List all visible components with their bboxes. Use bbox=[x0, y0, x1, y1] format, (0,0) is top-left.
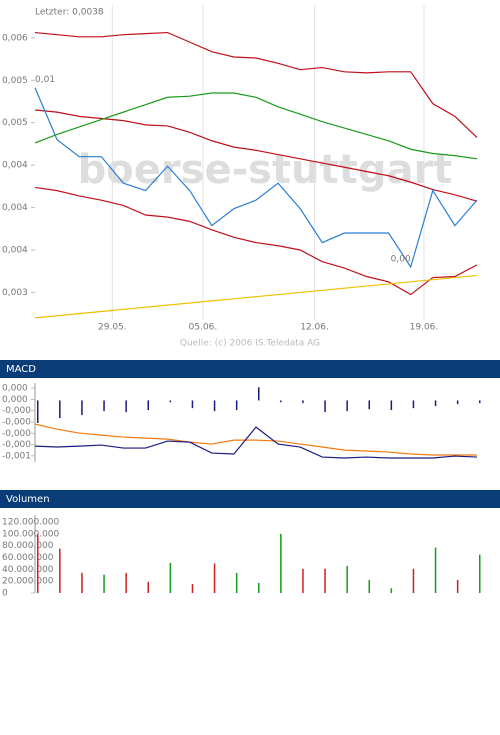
bar bbox=[390, 400, 393, 411]
y-tick-label: 0,000 bbox=[2, 395, 28, 405]
y-tick-label: -0,000 bbox=[2, 417, 31, 427]
series-line bbox=[34, 92, 478, 160]
y-tick-label: 0,004 bbox=[2, 161, 28, 171]
data-label: 0,01 bbox=[35, 75, 55, 85]
bar bbox=[103, 400, 105, 412]
y-tick-label: 0,006 bbox=[2, 33, 28, 43]
y-tick-label: 0,005 bbox=[2, 118, 28, 128]
volume-header bbox=[0, 490, 500, 508]
x-tick-label: 19.06. bbox=[410, 323, 439, 333]
bar bbox=[37, 533, 39, 593]
y-tick-label: 0,003 bbox=[2, 288, 28, 298]
bar bbox=[479, 554, 481, 593]
bar bbox=[235, 400, 238, 411]
bar bbox=[412, 568, 415, 593]
macd-header bbox=[0, 360, 500, 378]
y-tick-label: 100.000.000 bbox=[2, 529, 60, 539]
y-tick-label: 60.000.000 bbox=[2, 553, 54, 563]
y-tick-label: 20.000.000 bbox=[2, 577, 54, 587]
y-tick-label: 0,004 bbox=[2, 246, 28, 256]
bar bbox=[280, 400, 282, 403]
bar bbox=[280, 533, 282, 593]
volume-title: Volumen bbox=[6, 494, 50, 505]
macd-title: MACD bbox=[6, 364, 36, 375]
series-line bbox=[34, 109, 478, 202]
bar bbox=[324, 568, 326, 593]
bar bbox=[59, 548, 61, 593]
y-tick-label: -0,000 bbox=[2, 429, 31, 439]
bar bbox=[258, 582, 260, 593]
bar bbox=[213, 563, 216, 593]
bar bbox=[81, 572, 83, 593]
y-tick-label: 40.000.000 bbox=[2, 565, 54, 575]
bar bbox=[302, 568, 304, 593]
series-line bbox=[34, 31, 478, 139]
bar bbox=[191, 584, 194, 593]
bar bbox=[191, 400, 194, 409]
bar bbox=[37, 400, 39, 424]
series-line bbox=[34, 186, 478, 296]
watermark: boerse-stuttgart bbox=[78, 147, 453, 193]
bar bbox=[169, 562, 172, 593]
source: Quelle: (c) 2006 IS.Teledata AG bbox=[180, 339, 320, 349]
bar bbox=[147, 400, 149, 411]
y-tick-label: 0,005 bbox=[2, 76, 28, 86]
bar bbox=[125, 572, 127, 593]
data-label: 0,00 bbox=[391, 254, 411, 264]
bar bbox=[368, 400, 370, 410]
bar bbox=[169, 400, 172, 403]
y-tick-label: 0 bbox=[2, 589, 8, 599]
x-tick-label: 29.05. bbox=[98, 323, 127, 333]
y-tick-label: 0,000 bbox=[2, 384, 28, 394]
y-tick-label: 80.000.000 bbox=[2, 541, 54, 551]
y-tick-label: -0,000 bbox=[2, 406, 31, 416]
y-tick-label: -0,001 bbox=[2, 451, 31, 461]
bar bbox=[147, 581, 149, 593]
bar bbox=[412, 400, 415, 409]
last-price: Letzter: 0,0038 bbox=[35, 8, 104, 18]
bar bbox=[346, 565, 348, 593]
bar bbox=[59, 400, 61, 419]
y-tick-label: 120.000.000 bbox=[2, 518, 60, 528]
bar bbox=[390, 588, 393, 593]
bar bbox=[81, 400, 83, 416]
bar bbox=[258, 387, 260, 401]
y-tick-label: 0,004 bbox=[2, 203, 28, 213]
bar bbox=[456, 580, 459, 593]
bar bbox=[235, 572, 238, 593]
bar bbox=[456, 400, 459, 405]
bar bbox=[434, 400, 437, 407]
x-tick-label: 05.06. bbox=[189, 323, 218, 333]
bar bbox=[368, 580, 370, 593]
bar bbox=[479, 400, 481, 404]
bar bbox=[324, 400, 326, 413]
bar bbox=[302, 400, 304, 404]
bar bbox=[346, 400, 348, 412]
x-tick-label: 12.06. bbox=[300, 323, 329, 333]
series-line bbox=[34, 426, 478, 459]
series-line bbox=[34, 87, 478, 269]
bar bbox=[125, 400, 127, 413]
bar bbox=[434, 547, 437, 593]
y-tick-label: -0,000 bbox=[2, 440, 31, 450]
series-line bbox=[34, 423, 477, 456]
series-line bbox=[34, 274, 478, 319]
bar bbox=[213, 400, 216, 412]
bar bbox=[103, 574, 105, 593]
